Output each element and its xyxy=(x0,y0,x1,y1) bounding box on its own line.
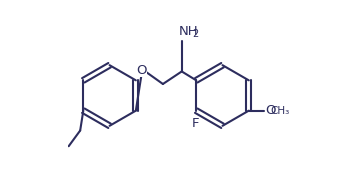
Text: NH: NH xyxy=(179,25,199,38)
Text: O: O xyxy=(265,104,275,117)
Text: F: F xyxy=(191,117,199,129)
Text: 2: 2 xyxy=(192,29,198,40)
Text: CH₃: CH₃ xyxy=(270,106,289,116)
Text: O: O xyxy=(137,64,147,77)
